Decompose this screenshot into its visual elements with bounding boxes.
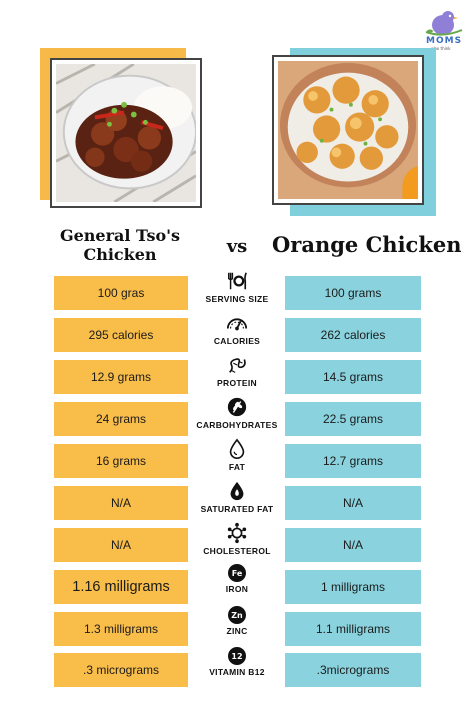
row-serving-size: 100 gras SERVING SIZE 100 grams xyxy=(0,272,474,310)
nutrient-label: SATURATED FAT xyxy=(200,504,274,514)
orange-chicken-value: N/A xyxy=(285,486,421,520)
row-carbohydrates: 24 grams CARBOHYDRATES 22.5 grams xyxy=(0,397,474,436)
orange-chicken-value: .3micrograms xyxy=(285,653,421,687)
wheat-icon xyxy=(227,397,247,417)
nutrient-label-group: CALORIES xyxy=(190,312,284,346)
drop-flame-icon xyxy=(230,481,244,501)
nutrient-label-group: Zn ZINC xyxy=(190,606,284,636)
zinc-badge-icon: Zn xyxy=(228,606,246,624)
general-tso-value: 100 gras xyxy=(54,276,188,310)
fork-plate-knife-icon xyxy=(228,272,247,290)
general-tso-value: 16 grams xyxy=(54,444,188,478)
general-tso-chicken-photo xyxy=(56,64,196,202)
general-tso-value: N/A xyxy=(54,486,188,520)
row-zinc: 1.3 milligrams Zn ZINC 1.1 milligrams xyxy=(0,606,474,646)
row-vitamin-b12: .3 micrograms 12 VITAMIN B12 .3microgram… xyxy=(0,647,474,687)
row-protein: 12.9 grams PROTEIN 14.5 grams xyxy=(0,358,474,394)
orange-chicken-value: 14.5 grams xyxy=(285,360,421,394)
nutrient-label-group: CARBOHYDRATES xyxy=(190,396,284,430)
orange-chicken-value: N/A xyxy=(285,528,421,562)
general-tso-value: 295 calories xyxy=(54,318,188,352)
nutrient-label-group: CHOLESTEROL xyxy=(190,522,284,556)
nutrient-label-group: SERVING SIZE xyxy=(190,270,284,304)
orange-chicken-value: 262 calories xyxy=(285,318,421,352)
nutrient-label: CALORIES xyxy=(213,336,261,346)
row-cholesterol: N/A CHOLESTEROL N/A xyxy=(0,522,474,562)
orange-chicken-value: 22.5 grams xyxy=(285,402,421,436)
drop-icon xyxy=(229,438,245,459)
nutrient-label-group: Fe IRON xyxy=(190,564,284,594)
logo-subtext: who think xyxy=(431,46,451,51)
row-fat: 16 grams FAT 12.7 grams xyxy=(0,438,474,478)
moms-who-think-logo: MOMS who think xyxy=(418,8,468,52)
nutrient-label: PROTEIN xyxy=(217,378,257,388)
row-saturated-fat: N/A SATURATED FAT N/A xyxy=(0,481,474,520)
b12-badge-icon: 12 xyxy=(228,647,246,665)
nutrient-label: ZINC xyxy=(226,626,248,636)
nutrient-label: FAT xyxy=(228,462,246,472)
general-tso-value: 12.9 grams xyxy=(54,360,188,394)
orange-chicken-title: Orange Chicken xyxy=(272,232,462,257)
nutrient-label: VITAMIN B12 xyxy=(209,667,265,677)
gauge-icon xyxy=(226,318,248,331)
general-tso-value: 1.3 milligrams xyxy=(54,612,188,646)
row-calories: 295 calories CALORIES 262 calories xyxy=(0,318,474,352)
protein-chain-icon xyxy=(229,358,246,373)
orange-chicken-value: 1.1 milligrams xyxy=(285,612,421,646)
vs-label: vs xyxy=(226,236,248,257)
nutrient-label-group: 12 VITAMIN B12 xyxy=(190,647,284,677)
iron-badge-icon: Fe xyxy=(228,564,246,582)
general-tso-value: N/A xyxy=(54,528,188,562)
orange-chicken-photo-frame xyxy=(272,55,424,205)
nutrient-label-group: FAT xyxy=(190,438,284,472)
nutrient-label: SERVING SIZE xyxy=(205,294,269,304)
nutrient-label-group: PROTEIN xyxy=(190,354,284,388)
general-tso-value: 1.16 milligrams xyxy=(54,570,188,604)
orange-chicken-photo xyxy=(278,61,418,199)
orange-chicken-value: 1 milligrams xyxy=(285,570,421,604)
row-iron: 1.16 milligrams Fe IRON 1 milligrams xyxy=(0,564,474,604)
general-tso-title: General Tso's Chicken xyxy=(59,226,181,264)
bird-logo-icon xyxy=(425,11,463,36)
logo-text: MOMS xyxy=(426,36,463,46)
general-tso-value: 24 grams xyxy=(54,402,188,436)
nutrient-label-group: SATURATED FAT xyxy=(190,480,284,514)
nutrient-label: IRON xyxy=(225,584,249,594)
orange-chicken-value: 12.7 grams xyxy=(285,444,421,478)
molecule-icon xyxy=(227,522,247,544)
general-tso-photo-frame xyxy=(50,58,202,208)
nutrient-label: CHOLESTEROL xyxy=(203,546,271,556)
nutrient-label: CARBOHYDRATES xyxy=(196,420,278,430)
orange-chicken-value: 100 grams xyxy=(285,276,421,310)
general-tso-value: .3 micrograms xyxy=(54,653,188,687)
